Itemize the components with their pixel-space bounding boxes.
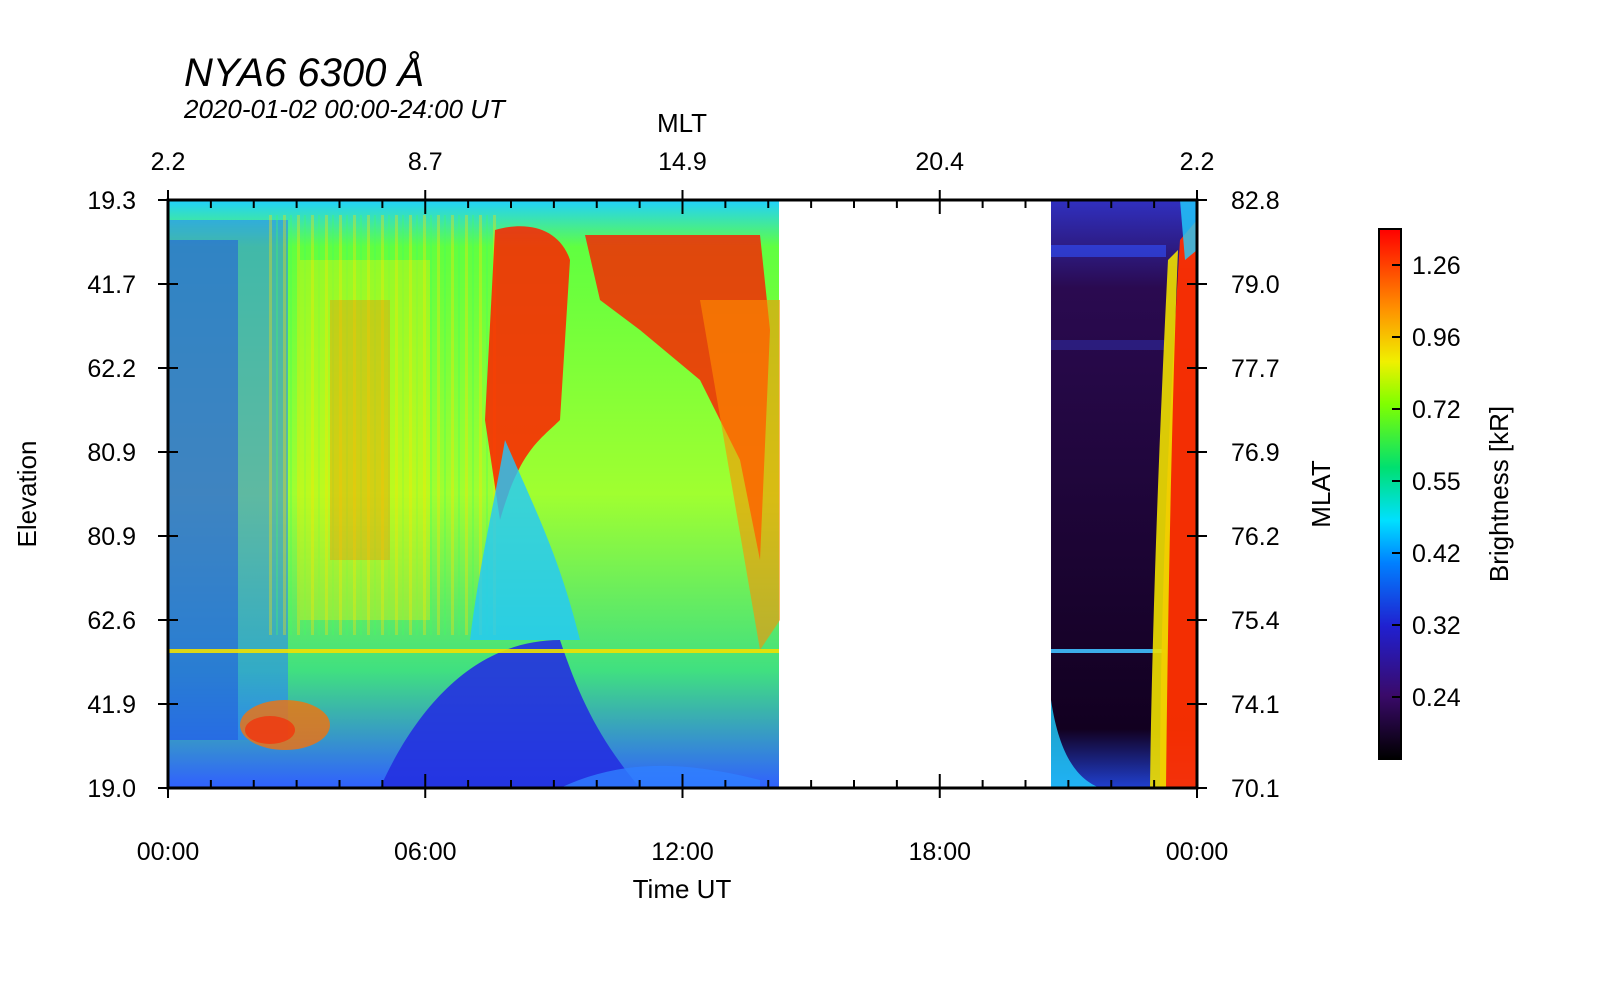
dark-region-bottom	[380, 640, 640, 788]
top-tick-label: 2.2	[1180, 148, 1215, 176]
chart-title: NYA6 6300 Å	[184, 50, 424, 95]
y-tick-label: 80.9	[87, 523, 136, 551]
keogram-image	[168, 200, 1197, 788]
y-tick-label: 41.7	[87, 271, 136, 299]
x-tick-label: 18:00	[908, 838, 971, 866]
right-axis-label: MLAT	[1306, 460, 1336, 528]
colorbar-tick-label: 0.32	[1412, 612, 1461, 640]
axes-group: 00:00 06:00 12:00 18:00 00:00 2.2 8.7 14.9 20.4 2…	[87, 148, 1279, 866]
colorbar-label: Brightness [kR]	[1484, 406, 1514, 582]
right-tick-label: 79.0	[1231, 271, 1280, 299]
y-tick-label: 19.0	[87, 775, 136, 803]
y-axis-label: Elevation	[12, 441, 42, 548]
artifact-line-1	[168, 649, 779, 653]
y-tick-label: 41.9	[87, 691, 136, 719]
y-tick-label: 62.2	[87, 355, 136, 383]
aurora-arc-3	[1160, 220, 1197, 788]
top-axis-label: MLT	[657, 108, 707, 138]
x-axis-label: Time UT	[633, 874, 732, 904]
colorbar-tick-label: 0.55	[1412, 468, 1461, 496]
chart-subtitle: 2020-01-02 00:00-24:00 UT	[183, 94, 507, 124]
artifact-line-2	[1051, 649, 1166, 653]
colorbar-ticks: 0.24 0.32 0.42 0.55 0.72 0.96 1.26	[1392, 252, 1461, 712]
x-tick-label: 06:00	[394, 838, 457, 866]
right-tick-label: 76.9	[1231, 439, 1280, 467]
right-tick-label: 75.4	[1231, 607, 1280, 635]
colorbar-tick-label: 0.42	[1412, 540, 1461, 568]
colorbar-tick-label: 0.96	[1412, 324, 1461, 352]
top-tick-label: 8.7	[408, 148, 443, 176]
colorbar-tick-label: 1.26	[1412, 252, 1461, 280]
y-tick-label: 62.6	[87, 607, 136, 635]
colorbar-tick-label: 0.72	[1412, 396, 1461, 424]
top-tick-label: 2.2	[151, 148, 186, 176]
colorbar-tick-label: 0.24	[1412, 684, 1461, 712]
x-tick-label: 00:00	[1166, 838, 1229, 866]
right-tick-label: 74.1	[1231, 691, 1280, 719]
right-tick-label: 82.8	[1231, 187, 1280, 215]
x-tick-label: 12:00	[651, 838, 714, 866]
x-tick-label: 00:00	[137, 838, 200, 866]
top-tick-label: 20.4	[915, 148, 964, 176]
colorbar	[1378, 228, 1402, 760]
y-tick-label: 19.3	[87, 187, 136, 215]
right-tick-label: 77.7	[1231, 355, 1280, 383]
y-tick-label: 80.9	[87, 439, 136, 467]
right-tick-label: 70.1	[1231, 775, 1280, 803]
top-tick-label: 14.9	[658, 148, 707, 176]
right-tick-label: 76.2	[1231, 523, 1280, 551]
